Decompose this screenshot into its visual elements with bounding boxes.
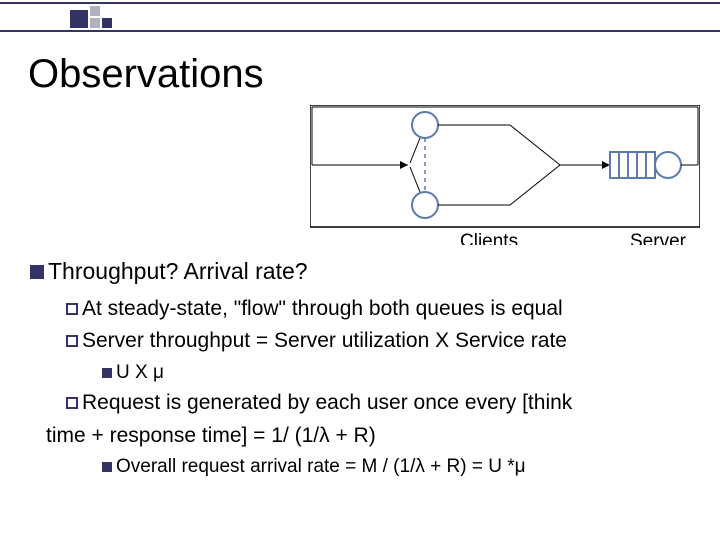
text-server-throughput: Server throughput = Server utilization X… (82, 329, 567, 352)
flow-line (510, 165, 560, 205)
fan-line (410, 138, 420, 163)
text-arrival: Arrival rate? (178, 258, 307, 284)
bullet-box-icon (66, 303, 78, 315)
text-steady: At steady-state, "flow" through both que… (82, 297, 563, 320)
bullet-square-small-icon (102, 368, 112, 378)
bullet-square-icon (30, 265, 44, 279)
header-line-top (0, 2, 720, 4)
square-small-2 (90, 18, 100, 28)
text-uxmu: U X μ (116, 362, 164, 383)
header-decoration (0, 0, 720, 34)
client-top-circle (412, 112, 438, 138)
text-request-a: Request is generated by each user once e… (82, 391, 572, 414)
server-circle (655, 152, 681, 178)
content-block: Throughput? Arrival rate? At steady-stat… (30, 256, 690, 484)
bullet-square-small-icon (102, 462, 112, 472)
flow-line (510, 125, 560, 165)
bullet-throughput: Throughput? Arrival rate? (30, 256, 690, 287)
arrowhead (400, 161, 408, 169)
bullet-u-x-mu: U X μ (102, 360, 690, 386)
header-line-bottom (0, 30, 720, 32)
clients-label: Clients (460, 231, 518, 245)
square-small-1 (90, 6, 100, 16)
server-label: Server (630, 231, 687, 245)
text-throughput: Throughput? (48, 258, 178, 284)
queueing-diagram: Clients Server (310, 105, 700, 245)
text-overall: Overall request arrival rate = M / (1/λ … (116, 456, 526, 477)
client-bottom-circle (412, 192, 438, 218)
arrowhead (602, 161, 610, 169)
slide-title: Observations (28, 52, 264, 97)
diagram-box (310, 105, 700, 227)
square-large (70, 10, 88, 28)
bullet-overall-rate: Overall request arrival rate = M / (1/λ … (102, 454, 690, 480)
bullet-box-icon (66, 335, 78, 347)
bullet-box-icon (66, 397, 78, 409)
fan-line (410, 167, 420, 192)
bullet-request-generated: Request is generated by each user once e… (66, 389, 690, 417)
text-request-b: time + response time] = 1/ (1/λ + R) (46, 424, 376, 447)
bullet-steady-state: At steady-state, "flow" through both que… (66, 295, 690, 323)
square-small-3 (102, 18, 112, 28)
queue-box (610, 152, 655, 178)
bullet-request-continuation: time + response time] = 1/ (1/λ + R) (46, 422, 690, 450)
bullet-server-throughput: Server throughput = Server utilization X… (66, 327, 690, 355)
